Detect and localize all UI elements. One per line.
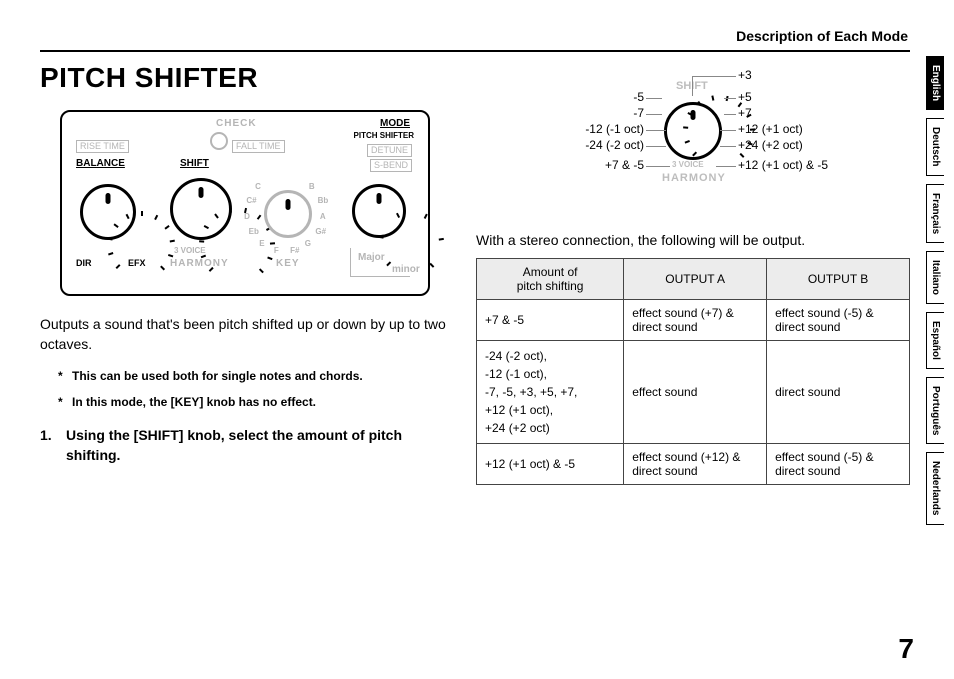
dial-right-label: +7: [738, 106, 752, 120]
lang-tab-español[interactable]: Español: [926, 312, 944, 369]
rule-top: [40, 50, 910, 52]
shift-knob: [170, 178, 232, 240]
section-header: Description of Each Mode: [40, 28, 910, 44]
mode-sub: PITCH SHIFTER: [354, 131, 414, 140]
dial-left-label: -24 (-2 oct): [585, 138, 644, 152]
lang-tab-deutsch[interactable]: Deutsch: [926, 118, 944, 175]
key-note: G#: [315, 227, 326, 236]
output-table: Amount of pitch shifting OUTPUT A OUTPUT…: [476, 258, 910, 485]
th-amount: Amount of pitch shifting: [477, 259, 624, 300]
dial-right-label: +12 (+1 oct) & -5: [738, 158, 828, 172]
detune: DETUNE: [367, 144, 412, 157]
table-row: +7 & -5effect sound (+7) & direct sounde…: [477, 300, 910, 341]
shift-dial-knob: [664, 102, 722, 160]
key-knob: [264, 190, 312, 238]
stereo-intro: With a stereo connection, the following …: [476, 232, 910, 248]
language-tabs: English Deutsch Français Italiano Español Por…: [926, 56, 948, 533]
lang-tab-nederlands[interactable]: Nederlands: [926, 452, 944, 524]
key-note: B: [309, 182, 315, 191]
shift-dial-3voice: 3 VOICE: [672, 160, 704, 169]
shift-dial-bottom: HARMONY: [662, 172, 726, 184]
step-1: 1. Using the [SHIFT] knob, select the am…: [40, 425, 450, 466]
dial-right-label: +24 (+2 oct): [738, 138, 803, 152]
key-note: G: [305, 239, 311, 248]
key-note: Bb: [318, 196, 329, 205]
shift-label: SHIFT: [180, 158, 209, 169]
lang-tab-français[interactable]: Français: [926, 184, 944, 243]
check-label: CHECK: [216, 118, 257, 129]
three-voice: 3 VOICE: [174, 246, 206, 255]
rise-time: RISE TIME: [76, 140, 129, 153]
key-note: E: [259, 239, 264, 248]
th-output-b: OUTPUT B: [767, 259, 910, 300]
efx-label: EFX: [128, 258, 146, 268]
mode-knob: [352, 184, 406, 238]
shift-dial-diagram: SHIFT HARMONY 3 VOICE -5-7-12 (-1 oct)-2…: [476, 62, 906, 222]
lang-tab-english[interactable]: English: [926, 56, 944, 110]
step-text: Using the [SHIFT] knob, select the amoun…: [66, 427, 402, 463]
fall-time: FALL TIME: [232, 140, 285, 153]
balance-label: BALANCE: [76, 158, 125, 169]
note-1: This can be used both for single notes a…: [58, 367, 450, 385]
key-note: Eb: [249, 227, 259, 236]
s-bend: S-BEND: [370, 159, 412, 172]
minor-label: minor: [392, 264, 420, 275]
mode-label: MODE: [380, 118, 410, 129]
dial-right-label: +5: [738, 90, 752, 104]
th-output-a: OUTPUT A: [624, 259, 767, 300]
key-note: F: [274, 246, 279, 255]
dial-right-label: +3: [738, 68, 752, 82]
check-miniknob: [210, 132, 228, 150]
major-label: Major: [358, 252, 385, 263]
page-title: PITCH SHIFTER: [40, 62, 450, 94]
dir-label: DIR: [76, 258, 92, 268]
lang-tab-italiano[interactable]: Italiano: [926, 251, 944, 304]
intro-text: Outputs a sound that's been pitch shifte…: [40, 314, 450, 355]
step-number: 1.: [40, 425, 52, 445]
harmony-label: HARMONY: [170, 258, 229, 269]
dial-left-label: -7: [633, 106, 644, 120]
table-row: +12 (+1 oct) & -5effect sound (+12) & di…: [477, 444, 910, 485]
lang-tab-português[interactable]: Português: [926, 377, 944, 444]
key-label: KEY: [276, 258, 300, 269]
page-number: 7: [898, 633, 914, 665]
key-note: F#: [290, 246, 299, 255]
control-panel-diagram: CHECK MODE PITCH SHIFTER RISE TIME FALL …: [60, 110, 430, 296]
balance-knob: [80, 184, 136, 240]
dial-right-label: +12 (+1 oct): [738, 122, 803, 136]
key-note: C#: [246, 196, 256, 205]
key-note: A: [320, 212, 326, 221]
key-note: C: [255, 182, 261, 191]
note-2: In this mode, the [KEY] knob has no effe…: [58, 393, 450, 411]
dial-left-label: +7 & -5: [605, 158, 644, 172]
dial-left-label: -5: [633, 90, 644, 104]
dial-left-label: -12 (-1 oct): [585, 122, 644, 136]
table-row: -24 (-2 oct), -12 (-1 oct), -7, -5, +3, …: [477, 341, 910, 444]
key-note: D: [244, 212, 250, 221]
